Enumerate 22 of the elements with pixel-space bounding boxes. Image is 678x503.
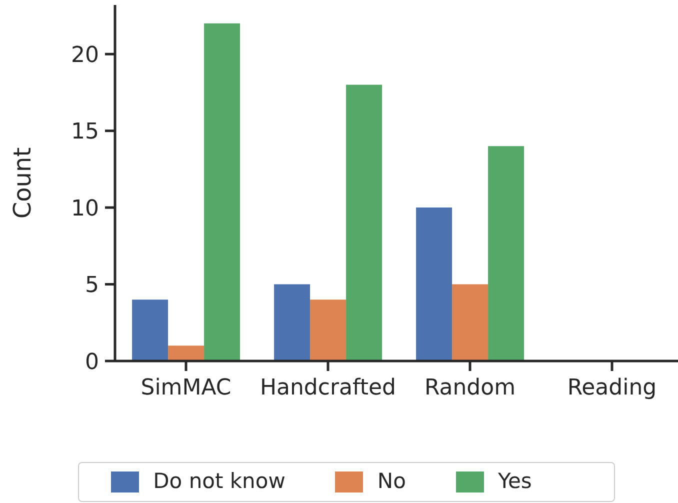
x-tick-label: Handcrafted — [260, 376, 396, 401]
y-tick-label: 0 — [85, 350, 99, 375]
y-axis-title: Count — [8, 147, 37, 219]
y-tick-label: 20 — [71, 42, 99, 68]
bar — [274, 284, 310, 361]
bar — [310, 300, 346, 361]
x-tick-label: SimMAC — [140, 376, 232, 401]
legend-label: Yes — [498, 468, 532, 493]
bar — [452, 284, 488, 361]
bar — [346, 84, 382, 361]
bar — [204, 23, 240, 361]
bar — [168, 346, 204, 361]
x-tick-label: Random — [424, 376, 516, 401]
bar — [132, 300, 168, 361]
y-tick-label: 15 — [71, 120, 99, 145]
bar — [416, 208, 452, 361]
bar — [488, 146, 524, 361]
x-tick-label: Reading — [567, 376, 657, 401]
legend-label: Do not know — [153, 468, 286, 493]
y-tick-label: 5 — [85, 273, 99, 298]
y-tick-label: 10 — [71, 196, 99, 222]
legend-label: No — [377, 468, 406, 493]
